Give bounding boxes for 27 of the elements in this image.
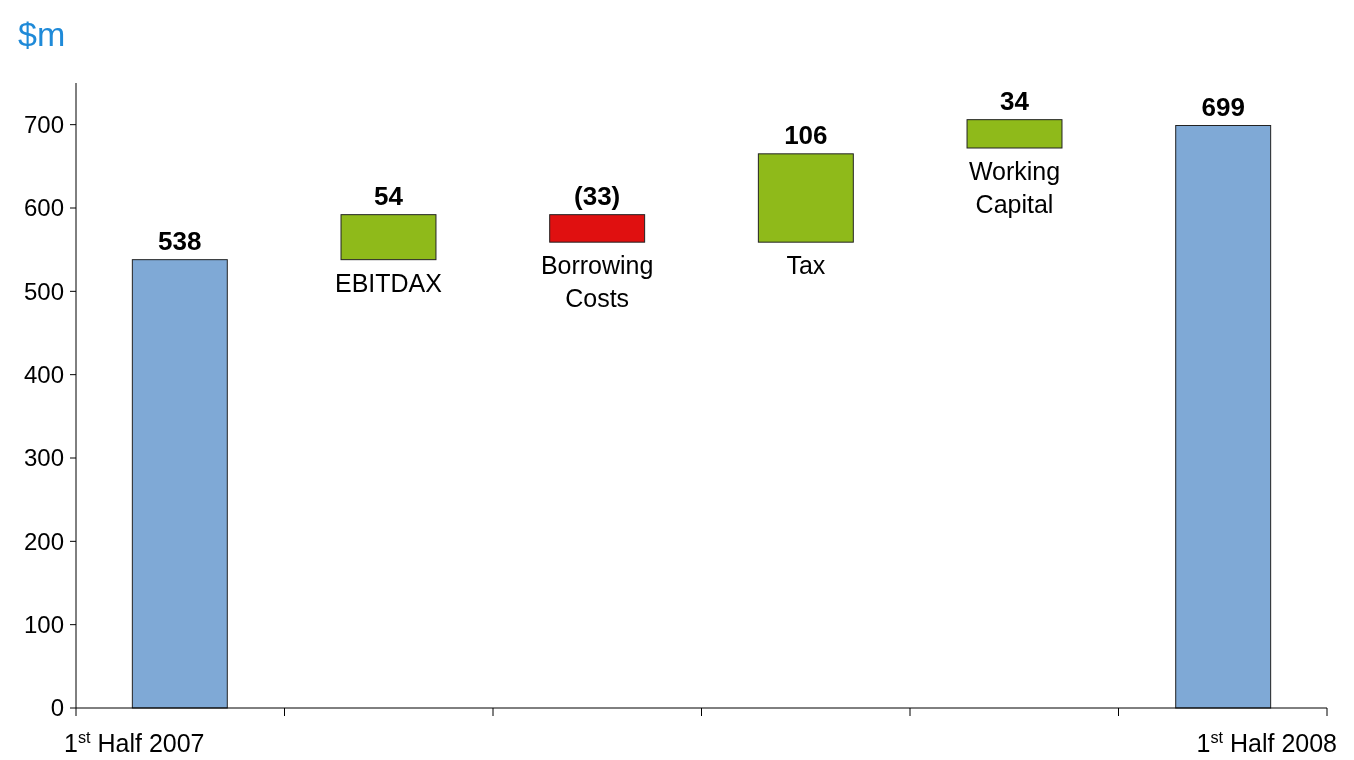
data-label: 54 [374,180,404,211]
y-tick-label: 600 [23,194,64,222]
data-label: 34 [1000,85,1030,116]
x-tick-label: 1$^{st}$ Half 2007 [64,728,205,757]
x-tick-label: EBITDAX [335,268,443,297]
y-axis-title: $m [18,15,66,53]
bar [549,214,646,243]
y-tick-label: 100 [23,611,64,639]
x-tick-label: Borrowing Costs [540,251,654,313]
y-tick-label: 300 [23,444,64,472]
y-tick-label: 700 [23,111,64,139]
x-tick-label: Working Capital [968,157,1061,218]
bar [340,214,437,261]
bar [131,259,228,709]
x-tick-label: Tax [786,251,826,280]
data-label: 699 [1201,91,1245,122]
y-tick-label: 500 [23,277,64,305]
data-label: 538 [158,225,202,256]
y-tick-label: 0 [50,694,64,722]
data-label: (33) [574,180,621,211]
y-tick-label: 400 [23,361,64,389]
data-label: 106 [784,119,828,150]
bar [966,119,1063,149]
x-tick-label: 1$^{st}$ Half 2008 [1196,728,1337,757]
bar [757,153,854,243]
y-tick-label: 200 [23,527,64,555]
bar [1175,125,1272,709]
